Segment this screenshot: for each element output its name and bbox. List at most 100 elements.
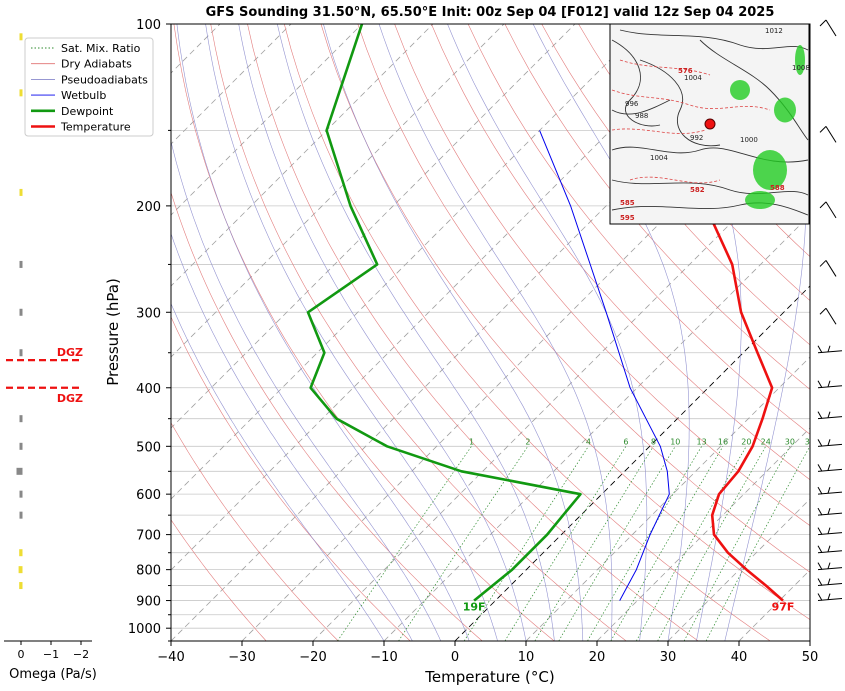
wind-barb	[817, 380, 843, 389]
omega-axis-label: Omega (Pa/s)	[9, 667, 97, 682]
map-contour	[699, 39, 809, 141]
dry-adiabat	[284, 24, 771, 641]
x-tick-label: −40	[157, 650, 184, 665]
map-precip-area	[753, 150, 787, 190]
mixing-ratio-label: 13	[697, 437, 707, 446]
x-axis-label: Temperature (°C)	[424, 668, 554, 686]
map-precip-area	[745, 191, 775, 209]
x-tick-label: −10	[370, 650, 397, 665]
omega-bar	[19, 188, 23, 196]
map-precip-area	[795, 45, 805, 75]
mixing-ratio-label: 8	[651, 437, 656, 446]
omega-bar	[19, 308, 23, 316]
isotherm-line	[596, 427, 810, 641]
mixing-ratio-label: 2	[525, 437, 530, 446]
wind-barb	[817, 527, 843, 536]
isotherm-line	[667, 498, 810, 641]
mixing-ratio-label: 24	[761, 437, 771, 446]
dry-adiabat	[541, 24, 810, 346]
omega-tick-label: −2	[73, 648, 89, 661]
map-height-contour	[619, 59, 711, 76]
legend: Sat. Mix. Ratio Dry Adiabats Pseudoadiabat…	[24, 37, 154, 137]
mixing-ratio-line	[587, 446, 702, 641]
omega-panel: 0 −1 −2 Omega (Pa/s)	[4, 33, 97, 682]
wind-barb	[819, 19, 837, 37]
y-tick-label: 400	[136, 382, 161, 397]
dry-adiabat	[173, 24, 555, 641]
pseudoadiabat	[724, 24, 807, 641]
omega-bar	[19, 349, 23, 357]
wind-barb	[819, 307, 837, 325]
pseudoadiabat	[238, 24, 527, 641]
isotherm-line	[525, 356, 810, 641]
plot-frame	[170, 23, 811, 642]
y-tick-label: 700	[136, 529, 161, 544]
chart-title: GFS Sounding 31.50°N, 65.50°E Init: 00z …	[206, 5, 775, 20]
map-contour-label: 585	[620, 199, 635, 207]
y-tick-label: 200	[136, 200, 161, 215]
isotherm-line	[171, 24, 789, 641]
map-contour-label: 595	[620, 214, 635, 222]
map-contour-label: 996	[625, 100, 639, 108]
omega-bar	[19, 490, 23, 498]
wind-barb	[819, 126, 837, 143]
pseudoadiabat	[171, 140, 442, 641]
dry-adiabat	[171, 519, 267, 641]
omega-bar	[19, 89, 23, 97]
map-height-contour	[611, 89, 771, 111]
isotherm-line	[241, 72, 810, 641]
y-tick-label: 600	[136, 488, 161, 503]
omega-bar	[19, 415, 23, 423]
dry-adiabat	[504, 24, 810, 390]
wind-barb	[817, 562, 843, 571]
dry-adiabat	[171, 422, 339, 641]
dry-adiabat	[394, 24, 810, 527]
mixing-ratio-line	[610, 446, 724, 641]
mixing-ratio-line	[504, 446, 627, 641]
map-contour	[639, 59, 721, 147]
map-contour-label: 588	[770, 184, 785, 192]
mixing-ratio-line	[657, 446, 767, 641]
mixing-ratio-label: 6	[623, 437, 628, 446]
map-contour-label: 1004	[650, 154, 668, 162]
map-contour-label: 1012	[765, 27, 783, 35]
wind-barb	[819, 201, 837, 219]
dry-adiabat	[357, 24, 810, 573]
legend-label: Pseudoadiabats	[61, 73, 148, 86]
map-precip-area	[774, 97, 796, 123]
mixing-ratio-label: 4	[586, 437, 591, 446]
y-tick-label: 900	[136, 595, 161, 610]
wind-barb	[817, 507, 843, 516]
legend-label: Temperature	[60, 121, 131, 134]
map-contour-label: 1008	[792, 64, 810, 72]
pseudoadiabat	[447, 24, 648, 641]
x-tick-label: 40	[731, 650, 748, 665]
pseudoadiabat	[640, 24, 742, 641]
omega-bar	[19, 260, 23, 268]
map-height-contour	[629, 176, 721, 184]
map-contour	[619, 29, 809, 51]
x-tick-label: 10	[518, 650, 535, 665]
x-tick-label: −20	[299, 650, 326, 665]
map-contour	[611, 99, 671, 115]
isotherm-line	[312, 143, 810, 641]
y-tick-label: 1000	[128, 622, 161, 637]
dewpoint-surface-label: 19F	[463, 601, 486, 614]
dry-adiabat	[431, 24, 810, 481]
dry-adiabat	[467, 24, 810, 435]
series-line-wetbulb	[539, 130, 670, 601]
dry-adiabat	[247, 24, 699, 641]
dry-adiabat	[578, 24, 810, 302]
map-precip-area	[730, 80, 750, 100]
wind-barb	[817, 545, 843, 554]
omega-bar	[19, 582, 23, 590]
omega-bar	[18, 566, 23, 574]
omega-bar	[19, 511, 23, 519]
dry-adiabat	[171, 191, 483, 641]
legend-label: Sat. Mix. Ratio	[61, 42, 141, 55]
temperature-surface-label: 97F	[772, 601, 795, 614]
mixing-ratio-label: 30	[785, 437, 795, 446]
pseudoadiabat	[532, 24, 690, 641]
dry-adiabat	[171, 316, 411, 641]
x-tick-label: 50	[802, 650, 819, 665]
